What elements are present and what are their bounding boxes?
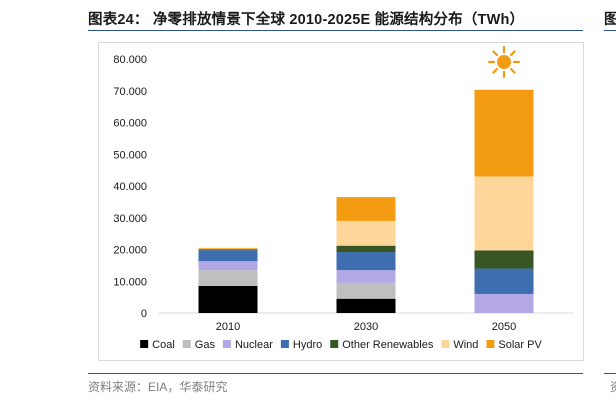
bar-segment — [198, 247, 258, 249]
legend-label: Gas — [195, 339, 216, 351]
x-tick-label: 2050 — [492, 321, 516, 333]
legend-swatch — [222, 340, 231, 348]
y-tick-label: 60.000 — [113, 118, 147, 130]
sun-ray — [509, 50, 516, 57]
stacked-bar-chart: 0 10.000 20.000 30.000 40.000 50.000 60.000 70.… — [113, 45, 573, 351]
bar-segment — [198, 261, 258, 271]
title-rule — [88, 30, 583, 31]
bar-segment — [474, 293, 534, 313]
legend-swatch — [486, 340, 495, 348]
bar-segment — [336, 245, 396, 253]
legend-swatch — [182, 340, 191, 348]
legend-swatch — [280, 340, 289, 348]
y-tick-label: 0 — [141, 308, 147, 320]
bar-segment — [474, 268, 534, 294]
source-rule — [88, 373, 583, 374]
adjacent-source-fragment: 资 — [610, 378, 616, 395]
x-tick-label: 2010 — [216, 321, 240, 333]
y-tick-label: 40.000 — [113, 181, 147, 193]
y-tick-label: 80.000 — [113, 54, 147, 66]
bar-segment — [336, 220, 396, 246]
y-tick-label: 30.000 — [113, 213, 147, 225]
bar-segment — [198, 248, 258, 250]
sun-core — [497, 55, 511, 69]
sun-ray — [492, 67, 499, 74]
sun-ray — [509, 67, 516, 74]
legend: Coal Gas Nuclear Hydro Other Renewables Wind S… — [140, 339, 542, 351]
sun-ray — [492, 50, 499, 57]
legend-label: Wind — [453, 339, 478, 351]
legend-label: Nuclear — [235, 339, 273, 351]
bar-segment — [198, 286, 258, 313]
x-tick-label: 2030 — [354, 321, 378, 333]
adjacent-figure-title-fragment: 图 — [604, 12, 616, 28]
bar-segment — [198, 250, 258, 262]
source-note: 资料来源：EIA，华泰研究 — [88, 380, 228, 394]
adjacent-source-rule — [604, 373, 616, 374]
legend-swatch — [441, 340, 450, 348]
legend-label: Other Renewables — [342, 339, 434, 351]
bar-segment — [336, 252, 396, 271]
adjacent-title-rule — [604, 30, 616, 31]
bar-segment — [474, 250, 534, 269]
legend-label: Coal — [152, 339, 175, 351]
legend-swatch — [140, 340, 149, 348]
bar-segment — [198, 270, 258, 287]
legend-label: Hydro — [293, 339, 322, 351]
bar-segment — [336, 270, 396, 283]
bar-segment — [336, 298, 396, 313]
y-axis: 0 10.000 20.000 30.000 40.000 50.000 60.000 70.… — [113, 54, 147, 320]
bar-segment — [474, 176, 534, 251]
bars — [198, 89, 534, 313]
y-tick-label: 70.000 — [113, 86, 147, 98]
chart-container: 0 10.000 20.000 30.000 40.000 50.000 60.000 70.… — [98, 42, 584, 361]
x-axis-labels: 2010 2030 2050 — [216, 321, 516, 333]
bar-segment — [336, 197, 396, 221]
y-tick-label: 20.000 — [113, 245, 147, 257]
y-tick-label: 50.000 — [113, 149, 147, 161]
y-tick-label: 10.000 — [113, 276, 147, 288]
figure-title: 图表24： 净零排放情景下全球 2010-2025E 能源结构分布（TWh） — [88, 12, 525, 28]
bar-segment — [474, 89, 534, 177]
legend-swatch — [330, 340, 339, 348]
sun-icon — [487, 45, 521, 79]
bar-segment — [336, 282, 396, 299]
bar-segment — [198, 249, 258, 251]
legend-label: Solar PV — [498, 339, 542, 351]
